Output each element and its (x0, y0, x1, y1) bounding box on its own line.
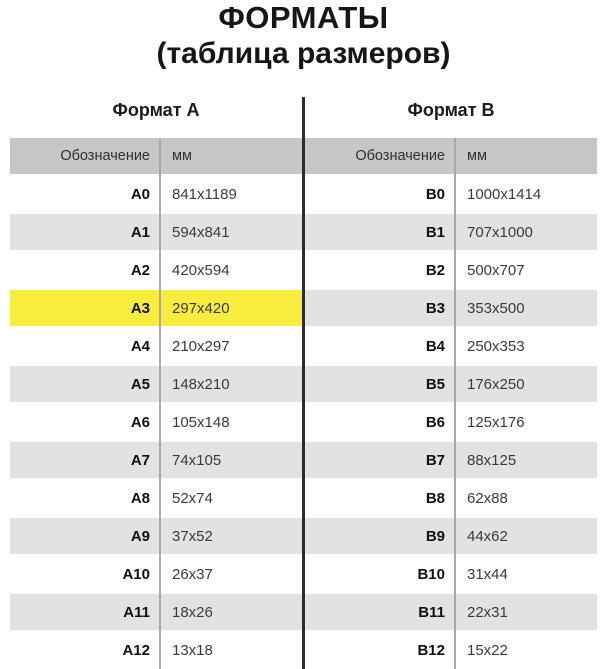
table-row: B11 22x31 (305, 594, 597, 632)
designation-cell: B4 (425, 337, 445, 355)
size-cell: 31x44 (467, 565, 508, 583)
size-cell: 44x62 (467, 527, 508, 545)
size-cell: 52x74 (172, 489, 213, 507)
table-row: B3 353x500 (305, 290, 597, 328)
designation-cell: A12 (122, 641, 150, 659)
table-row: A8 52x74 (10, 480, 302, 518)
table-row: A1 594x841 (10, 214, 302, 252)
designation-cell: B5 (425, 375, 445, 393)
table-row: A10 26x37 (10, 556, 302, 594)
table-row: B4 250x353 (305, 328, 597, 366)
table-row: A6 105x148 (10, 404, 302, 442)
format-a-heading: Формат А (112, 100, 200, 120)
table-row: A9 37x52 (10, 518, 302, 556)
size-cell: 353x500 (467, 299, 525, 317)
column-header-row: Обозначение мм (305, 138, 597, 176)
size-cell: 420x594 (172, 261, 230, 279)
designation-cell: B10 (417, 565, 445, 583)
designation-cell: A4 (130, 337, 150, 355)
size-cell: 500x707 (467, 261, 525, 279)
designation-cell: A1 (130, 223, 150, 241)
table-row: B12 15x22 (305, 632, 597, 669)
center-divider-line (302, 97, 305, 669)
designation-cell: A8 (130, 489, 150, 507)
size-cell: 88x125 (467, 451, 517, 469)
designation-cell: A10 (122, 565, 150, 583)
size-cell: 74x105 (172, 451, 222, 469)
size-cell: 148x210 (172, 375, 230, 393)
page-title: ФОРМАТЫ (218, 0, 389, 35)
size-cell: 125x176 (467, 413, 525, 431)
mm-column-header: мм (172, 148, 192, 164)
size-cell: 1000x1414 (467, 185, 542, 203)
size-cell: 210x297 (172, 337, 230, 355)
size-cell: 105x148 (172, 413, 230, 431)
designation-cell: B3 (425, 299, 445, 317)
size-cell: 13x18 (172, 641, 213, 659)
column-header-row: Обозначение мм (10, 138, 302, 176)
designation-cell: A7 (130, 451, 150, 469)
designation-cell: B8 (425, 489, 445, 507)
column-divider-line (454, 138, 456, 669)
table-row: A5 148x210 (10, 366, 302, 404)
size-cell: 594x841 (172, 223, 230, 241)
table-row: A2 420x594 (10, 252, 302, 290)
size-cell: 15x22 (467, 641, 508, 659)
designation-cell: B11 (418, 603, 445, 621)
designation-column-header: Обозначение (355, 148, 445, 164)
table-row: B8 62x88 (305, 480, 597, 518)
designation-cell: A5 (130, 375, 150, 393)
designation-cell: B9 (425, 527, 445, 545)
table-row: A3 297x420 (10, 290, 302, 328)
table-row: A12 13x18 (10, 632, 302, 669)
designation-cell: A0 (130, 185, 150, 203)
format-b-heading: Формат В (407, 100, 495, 120)
size-cell: 250x353 (467, 337, 525, 355)
designation-cell: B12 (417, 641, 445, 659)
designation-cell: A3 (130, 299, 150, 317)
designation-cell: A11 (123, 603, 150, 621)
format-b-table: Обозначение мм B0 1000x1414 B1 707x1000 B2 500x… (305, 138, 597, 669)
table-row: B7 88x125 (305, 442, 597, 480)
designation-cell: A2 (130, 261, 150, 279)
size-cell: 26x37 (172, 565, 213, 583)
designation-cell: B6 (425, 413, 445, 431)
mm-column-header: мм (467, 148, 487, 164)
size-cell: 176x250 (467, 375, 525, 393)
table-row: B9 44x62 (305, 518, 597, 556)
size-cell: 62x88 (467, 489, 508, 507)
table-row: B1 707x1000 (305, 214, 597, 252)
table-row: A0 841x1189 (10, 176, 302, 214)
designation-cell: B0 (425, 185, 445, 203)
designation-cell: B2 (425, 261, 445, 279)
table-row: B5 176x250 (305, 366, 597, 404)
column-divider-line (159, 138, 161, 669)
size-cell: 707x1000 (467, 223, 533, 241)
page-subtitle: (таблица размеров) (156, 37, 451, 70)
designation-cell: A9 (130, 527, 150, 545)
size-cell: 37x52 (172, 527, 213, 545)
size-cell: 22x31 (467, 603, 508, 621)
designation-cell: A6 (130, 413, 150, 431)
table-row: B0 1000x1414 (305, 176, 597, 214)
size-cell: 297x420 (172, 299, 230, 317)
table-row: A7 74x105 (10, 442, 302, 480)
size-cell: 841x1189 (172, 185, 237, 203)
designation-column-header: Обозначение (60, 148, 150, 164)
designation-cell: B1 (425, 223, 445, 241)
format-a-table: Обозначение мм A0 841x1189 A1 594x841 A2 420x59… (10, 138, 302, 669)
designation-cell: B7 (425, 451, 445, 469)
table-row: A11 18x26 (10, 594, 302, 632)
table-row: A4 210x297 (10, 328, 302, 366)
size-cell: 18x26 (172, 603, 213, 621)
table-row: B10 31x44 (305, 556, 597, 594)
table-row: B6 125x176 (305, 404, 597, 442)
table-row: B2 500x707 (305, 252, 597, 290)
